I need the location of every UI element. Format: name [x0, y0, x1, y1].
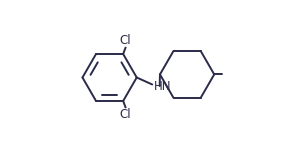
Text: Cl: Cl	[120, 108, 131, 121]
Text: Cl: Cl	[120, 34, 131, 47]
Text: HN: HN	[154, 80, 171, 93]
